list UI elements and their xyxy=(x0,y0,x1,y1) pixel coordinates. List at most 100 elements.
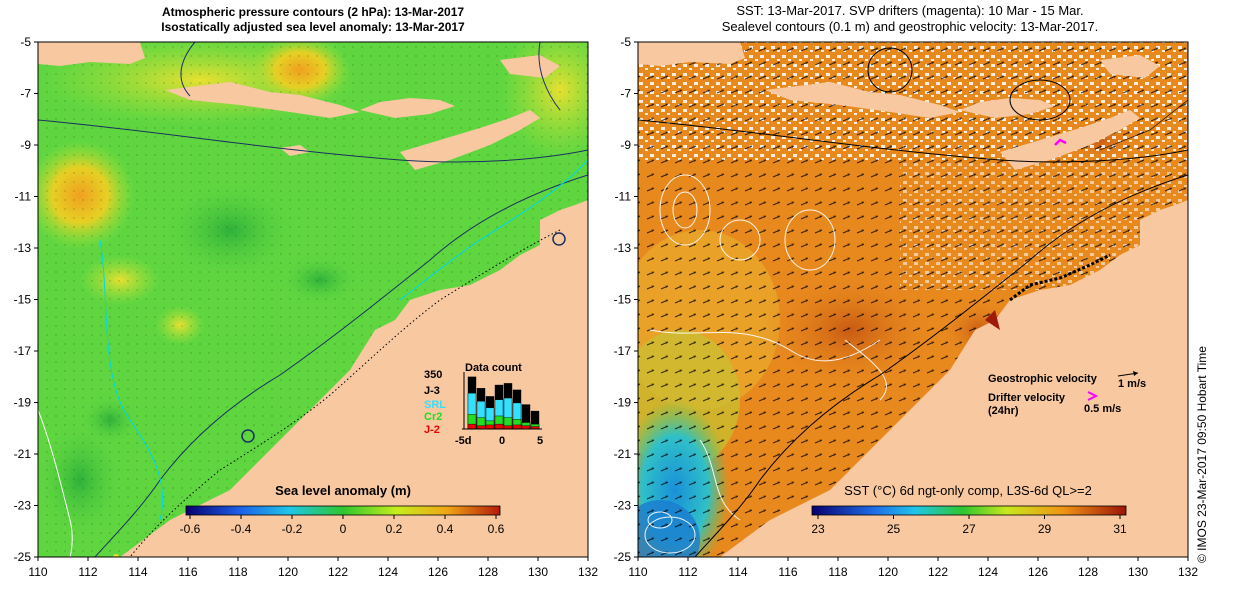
colorbar-tick-label: 0.6 xyxy=(488,522,505,536)
sst-colorbar-label: SST (°C) 6d ngt-only comp, L3S-6d QL>=2 xyxy=(844,483,1092,498)
tide-gauge-marker xyxy=(241,429,255,443)
colorbar-tick-label: 0 xyxy=(340,522,347,536)
legend-srl: SRL xyxy=(424,399,446,411)
warm-coastal-pocket xyxy=(985,310,1000,330)
kimberley-coast xyxy=(1009,253,1111,302)
data-count-max: 350 xyxy=(424,369,442,381)
lon-tick-label: 116 xyxy=(778,565,797,579)
timor-island xyxy=(400,110,540,170)
right-latitude-axis: -5 -7 -9 -11 -13 -15 -17 -19 -21 -23 -25 xyxy=(614,35,638,564)
sst-map xyxy=(638,42,1188,557)
lon-tick-label: 110 xyxy=(28,565,47,579)
lat-tick-label: -23 xyxy=(614,499,632,513)
lon-tick-label: 120 xyxy=(278,565,298,579)
lon-tick-label: 126 xyxy=(428,565,448,579)
drifter-velocity-label: Drifter velocity xyxy=(988,392,1066,404)
sst-colorbar xyxy=(811,505,1127,516)
lesser-sunda-islands xyxy=(765,82,960,118)
geostrophic-velocity-label: Geostrophic velocity xyxy=(988,373,1098,385)
lat-tick-label: -15 xyxy=(614,293,632,307)
j2-bar xyxy=(494,423,504,430)
sumba-island xyxy=(280,145,310,156)
lon-tick-label: 118 xyxy=(828,565,847,579)
lat-tick-label: -13 xyxy=(14,241,32,255)
lon-tick-label: 132 xyxy=(578,565,598,579)
lat-tick-label: -17 xyxy=(14,344,32,358)
white-contour-sw xyxy=(38,409,73,557)
saral-track-line xyxy=(99,239,164,521)
colorbar-tick-label: 29 xyxy=(1038,522,1052,536)
lat-tick-label: -9 xyxy=(20,138,31,152)
colorbar-tick-label: 0.4 xyxy=(437,522,454,536)
colorbar-tick-label: 0.2 xyxy=(386,522,403,536)
left-latitude-axis: -5 -7 -9 -11 -13 -15 -17 -19 -21 -23 -25 xyxy=(14,35,38,564)
pressure-contour-4 xyxy=(94,174,588,557)
pressure-contour-3 xyxy=(538,42,561,111)
lon-tick-label: 118 xyxy=(228,565,247,579)
lat-tick-label: -7 xyxy=(20,87,31,101)
left-title-line2: Isostatically adjusted sea level anomaly… xyxy=(161,20,465,34)
sla-colorbar-label: Sea level anomaly (m) xyxy=(275,483,411,498)
pressure-contour-2 xyxy=(180,42,196,97)
flores-island xyxy=(960,98,1055,118)
j2-bar xyxy=(485,424,495,430)
coastline-trace xyxy=(1099,99,1188,151)
lon-tick-label: 110 xyxy=(628,565,647,579)
lon-tick-label: 132 xyxy=(1178,565,1198,579)
data-count-axis-label-end: 5 xyxy=(537,435,543,447)
sea-level-contours xyxy=(644,174,887,554)
pressure-contour-1 xyxy=(38,119,588,163)
legend-j3: J-3 xyxy=(424,385,440,397)
lon-tick-label: 114 xyxy=(128,565,147,579)
geostrophic-scale-value: 1 m/s xyxy=(1118,378,1146,390)
sea-level-anomaly-map xyxy=(38,42,588,557)
sst-colorbar-ticks: 23 25 27 29 31 xyxy=(811,515,1127,536)
legend-cr2: Cr2 xyxy=(424,411,442,423)
lat-tick-label: -25 xyxy=(14,550,32,564)
lat-tick-label: -11 xyxy=(615,190,632,204)
lon-tick-label: 120 xyxy=(878,565,898,579)
lat-tick-label: -5 xyxy=(20,35,31,49)
legend-j2: J-2 xyxy=(424,424,440,436)
right-title-line1: SST: 13-Mar-2017. SVP drifters (magenta)… xyxy=(736,3,1083,18)
small-island-ne xyxy=(1100,55,1160,78)
lon-tick-label: 130 xyxy=(1128,565,1148,579)
lat-tick-label: -19 xyxy=(14,396,32,410)
lat-tick-label: -9 xyxy=(620,138,631,152)
velocity-legend: Geostrophic velocity 1 m/s Drifter veloc… xyxy=(988,371,1146,417)
lon-tick-label: 130 xyxy=(528,565,548,579)
timor-island xyxy=(1000,110,1140,170)
lon-tick-label: 126 xyxy=(1028,565,1048,579)
java-island xyxy=(638,42,745,66)
lat-tick-label: -5 xyxy=(620,35,631,49)
coastline-shelf-contour xyxy=(129,229,561,557)
lon-tick-label: 116 xyxy=(178,565,197,579)
lon-tick-label: 112 xyxy=(78,565,97,579)
lat-tick-label: -11 xyxy=(15,190,32,204)
geostrophic-scale-arrowhead xyxy=(1133,371,1138,376)
lat-tick-label: -25 xyxy=(614,550,632,564)
left-title-line1: Atmospheric pressure contours (2 hPa): 1… xyxy=(162,5,464,19)
drifter-velocity-period: (24hr) xyxy=(988,405,1019,417)
lon-tick-label: 124 xyxy=(378,565,398,579)
lat-tick-label: -7 xyxy=(620,87,631,101)
lat-tick-label: -15 xyxy=(14,293,32,307)
lat-tick-label: -21 xyxy=(614,447,632,461)
colorbar-tick-label: 25 xyxy=(887,522,901,536)
drifter-scale-arrow xyxy=(1087,391,1099,401)
data-count-axis-label-start: -5d xyxy=(455,435,472,447)
lon-tick-label: 128 xyxy=(478,565,498,579)
j2-bar xyxy=(467,423,477,430)
data-count-title: Data count xyxy=(465,362,522,374)
data-count-bars xyxy=(467,376,540,430)
lon-tick-label: 114 xyxy=(728,565,747,579)
imos-credit: © IMOS 23-Mar-2017 09:50 Hobart Time xyxy=(1195,346,1209,563)
java-island xyxy=(38,42,145,66)
left-longitude-axis: 110 112 114 116 118 120 122 124 126 128 130 132 xyxy=(28,557,598,579)
tide-gauge-marker xyxy=(113,554,119,557)
lon-tick-label: 128 xyxy=(1078,565,1098,579)
australia-landmass xyxy=(720,42,1188,557)
lat-tick-label: -23 xyxy=(14,499,32,513)
sla-colorbar xyxy=(185,505,501,516)
